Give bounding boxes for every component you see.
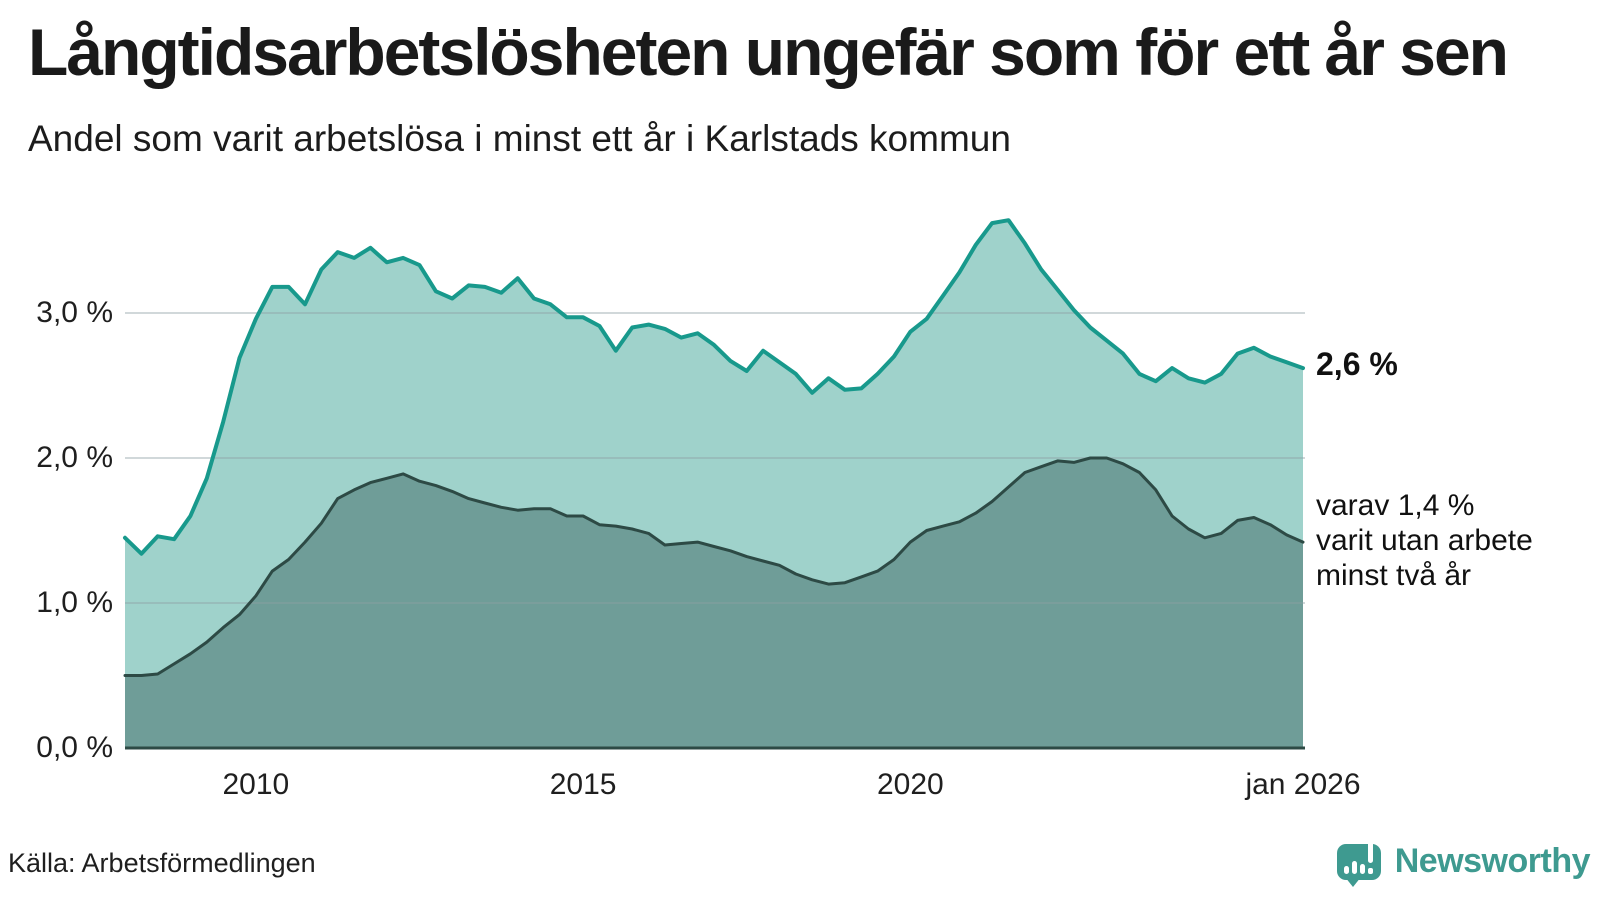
y-axis-label-3: 3,0 % <box>36 296 113 329</box>
y-axis-label-0: 0,0 % <box>36 731 113 764</box>
latest-total-label: 2,6 % <box>1316 346 1398 383</box>
latest-two-year-line-3: minst två år <box>1316 559 1472 593</box>
page-title: Långtidsarbetslösheten ungefär som för e… <box>28 15 1509 89</box>
latest-two-year-line-2: varit utan arbete <box>1316 524 1533 558</box>
latest-two-year-line-1: varav 1,4 % <box>1316 489 1475 523</box>
y-axis-label-1: 1,0 % <box>36 586 113 619</box>
newsworthy-speech-bubble-bar-chart-icon <box>1336 839 1381 887</box>
latest-two-year-label: varav 1,4 % varit utan arbete minst två … <box>1316 488 1533 593</box>
x-axis-label-jan-2026: jan 2026 <box>1245 768 1361 801</box>
x-axis-label-2010: 2010 <box>222 768 290 801</box>
x-axis-label-2020: 2020 <box>876 768 944 801</box>
area-fill-minst-tva-ar <box>125 458 1303 748</box>
line-minst-tva-ar <box>123 456 1305 677</box>
page-subtitle: Andel som varit arbetslösa i minst ett å… <box>28 118 1011 159</box>
newsworthy-logo: Newsworthy <box>1335 834 1591 888</box>
y-axis-label-2: 2,0 % <box>36 441 113 474</box>
line-minst-ett-ar <box>123 218 1305 556</box>
source-note: Källa: Arbetsförmedlingen <box>8 848 316 878</box>
newsworthy-logo-text: Newsworthy <box>1394 841 1591 880</box>
x-axis-label-2015: 2015 <box>549 768 617 801</box>
